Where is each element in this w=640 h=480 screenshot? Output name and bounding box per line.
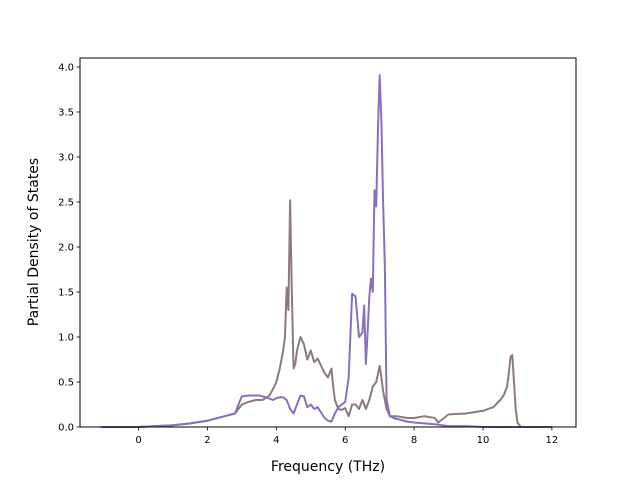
x-tick-label: 10 — [477, 435, 490, 446]
x-tick-label: 8 — [411, 435, 417, 446]
y-axis-label: Partial Density of States — [26, 158, 42, 326]
x-tick-label: 6 — [342, 435, 348, 446]
y-tick-label: 4.0 — [58, 63, 74, 74]
x-axis-label: Frequency (THz) — [271, 459, 385, 475]
y-tick-label: 3.0 — [58, 153, 74, 164]
y-axis: 0.0 0.5 1.0 1.5 2.0 2.5 3.0 3.5 4.0 — [58, 63, 80, 434]
series-line-2 — [100, 74, 552, 428]
plot-area — [80, 58, 576, 427]
y-tick-label: 1.0 — [58, 333, 74, 344]
x-tick-label: 4 — [273, 435, 279, 446]
y-tick-label: 0.5 — [58, 378, 74, 389]
x-tick-label: 12 — [546, 435, 559, 446]
y-tick-label: 2.0 — [58, 243, 74, 254]
x-tick-label: 0 — [135, 435, 141, 446]
x-tick-label: 2 — [204, 435, 210, 446]
y-tick-label: 0.0 — [58, 423, 74, 434]
y-tick-label: 3.5 — [58, 108, 74, 119]
y-tick-label: 2.5 — [58, 198, 74, 209]
series-line-1 — [100, 199, 552, 428]
plot-frame — [79, 57, 577, 428]
x-axis: 0 2 4 6 8 10 12 — [135, 427, 558, 446]
y-tick-label: 1.5 — [58, 288, 74, 299]
series-layer — [100, 74, 552, 428]
